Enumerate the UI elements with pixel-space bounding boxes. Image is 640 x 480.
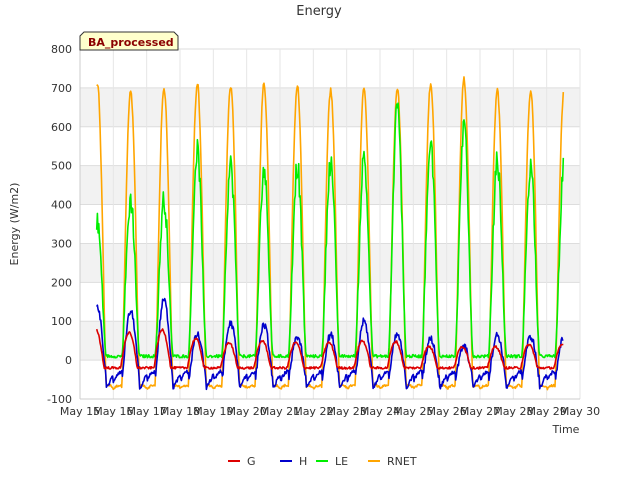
annotation-shape <box>79 31 179 51</box>
y-tick-label: 0 <box>65 354 72 367</box>
y-tick-label: 100 <box>51 315 72 328</box>
x-tick-label: May 24 <box>360 405 400 418</box>
legend-label-rnet: RNET <box>387 455 417 468</box>
x-tick-label: May 27 <box>460 405 500 418</box>
series-line-le <box>95 102 565 359</box>
x-tick-label: May 20 <box>227 405 267 418</box>
y-tick-label: 400 <box>51 199 72 212</box>
annotation-box: BA_processed <box>79 31 179 51</box>
x-tick-label: May 28 <box>493 405 533 418</box>
x-tick-label: May 21 <box>260 405 300 418</box>
y-axis-title: Energy (W/m2) <box>8 183 21 266</box>
y-tick-label: 300 <box>51 237 72 250</box>
x-tick-label: May 26 <box>427 405 467 418</box>
y-tick-label: 500 <box>51 160 72 173</box>
legend-label-le: LE <box>335 455 348 468</box>
y-tick-label: -100 <box>47 393 72 406</box>
y-tick-label: 600 <box>51 121 72 134</box>
x-tick-label: May 25 <box>393 405 433 418</box>
x-axis-title: Time <box>552 423 580 436</box>
x-tick-label: May 30 <box>560 405 600 418</box>
y-tick-label: 800 <box>51 43 72 56</box>
y-tick-label: 700 <box>51 82 72 95</box>
band <box>80 321 580 361</box>
y-tick-labels: -100 0 100 200 300 400 500 600 700 800 <box>47 43 72 406</box>
legend: G H LE RNET <box>228 455 417 468</box>
x-tick-label: May 29 <box>527 405 567 418</box>
axes <box>79 49 580 400</box>
x-tick-label: May 17 <box>127 405 167 418</box>
chart-title: Energy <box>296 4 342 19</box>
x-tick-label: May 16 <box>93 405 133 418</box>
legend-label-g: G <box>247 455 256 468</box>
series-line-h <box>95 297 564 391</box>
annotation-label: BA_processed <box>88 36 174 49</box>
x-tick-label: May 23 <box>327 405 367 418</box>
x-tick-label: May 19 <box>193 405 233 418</box>
x-tick-label: May 18 <box>160 405 200 418</box>
band <box>80 243 580 283</box>
x-tick-label: May 15 <box>60 405 100 418</box>
y-tick-label: 200 <box>51 276 72 289</box>
legend-label-h: H <box>299 455 307 468</box>
series-layer <box>95 76 565 391</box>
x-tick-label: May 22 <box>293 405 333 418</box>
series-line-g <box>95 328 564 370</box>
